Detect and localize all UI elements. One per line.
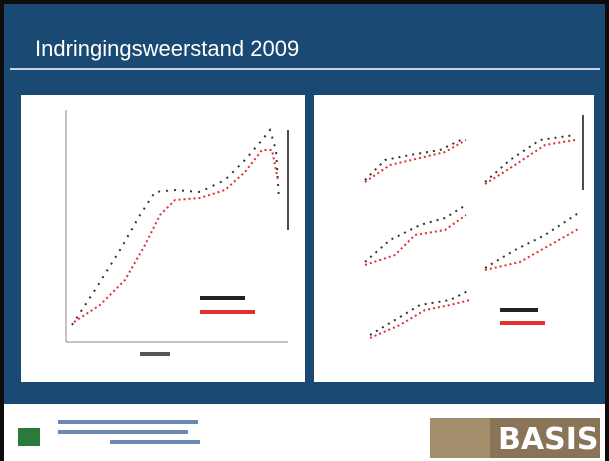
left-chart-image xyxy=(21,95,305,382)
university-logo xyxy=(18,428,40,446)
right-chart-image xyxy=(314,95,594,382)
legend-blur xyxy=(200,296,245,300)
legend-blur xyxy=(500,308,538,312)
slide-title: Indringingsweerstand 2009 xyxy=(35,36,299,61)
axis-label-blur xyxy=(140,352,170,356)
university-text-blur xyxy=(58,430,188,434)
slide: Indringingsweerstand 2009 BASIS xyxy=(0,0,609,461)
university-text-blur xyxy=(110,440,200,444)
university-text-blur xyxy=(58,420,198,424)
legend-blur xyxy=(500,321,545,325)
basis-logo-text: BASIS xyxy=(498,422,598,457)
legend-blur xyxy=(200,310,255,314)
basis-logo-image xyxy=(430,418,490,458)
